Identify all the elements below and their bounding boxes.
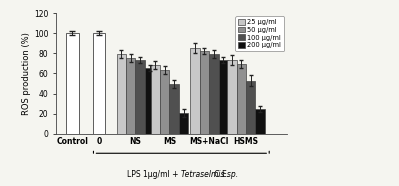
Bar xyxy=(160,70,170,134)
Bar xyxy=(209,54,219,134)
Bar xyxy=(150,65,160,134)
Bar xyxy=(227,60,237,134)
Bar xyxy=(93,33,105,134)
Text: Tetraselmis sp.: Tetraselmis sp. xyxy=(181,170,239,179)
Bar xyxy=(135,60,145,134)
Bar xyxy=(145,68,154,134)
Bar xyxy=(117,54,126,134)
Y-axis label: ROS production (%): ROS production (%) xyxy=(22,32,31,115)
Bar xyxy=(170,84,179,134)
Text: LPS 1μg/ml +: LPS 1μg/ml + xyxy=(127,170,181,179)
Bar xyxy=(66,33,79,134)
Bar xyxy=(255,109,265,134)
Text: C.E.: C.E. xyxy=(212,170,229,179)
Bar xyxy=(246,81,255,134)
Bar xyxy=(200,51,209,134)
Bar xyxy=(219,60,228,134)
Bar xyxy=(126,58,135,134)
Bar xyxy=(179,113,188,134)
Bar xyxy=(237,64,246,134)
Legend: 25 μg/ml, 50 μg/ml, 100 μg/ml, 200 μg/ml: 25 μg/ml, 50 μg/ml, 100 μg/ml, 200 μg/ml xyxy=(235,16,284,51)
Bar xyxy=(190,48,200,134)
